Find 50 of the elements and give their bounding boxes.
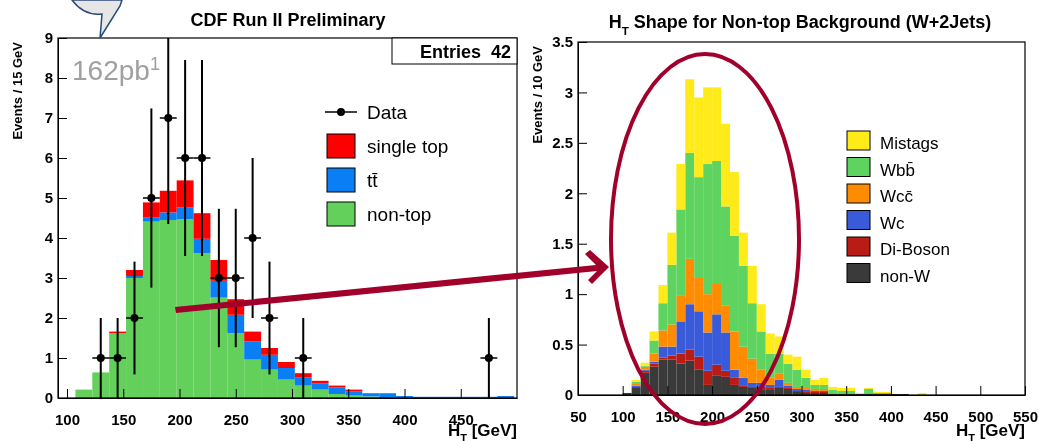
chart-title: H$_{T}$ Shape for Non-top Background (W+2Jets) [608, 12, 992, 37]
legend-label: Wbb̄ [880, 160, 915, 180]
x-tick-label: 550 [1012, 407, 1039, 425]
y-tick-label: 2.5 [552, 134, 573, 152]
y-tick-label: 0 [564, 386, 573, 404]
y-tick-label: 1 [564, 285, 573, 303]
y-tick-label: 5 [44, 189, 53, 207]
x-tick-label: 50 [570, 407, 587, 425]
x-tick-label: 100 [610, 407, 636, 425]
y-axis-title: Events / 10 GeV [530, 45, 545, 144]
y-tick-label: 3 [564, 83, 573, 101]
annotation: 162pb$^{1}$ [72, 54, 160, 86]
x-tick-label: 200 [167, 410, 193, 428]
legend-label: single top [367, 135, 449, 157]
x-tick-label: 400 [878, 407, 904, 425]
x-tick-label: 250 [744, 407, 770, 425]
legend-label: Di-Boson [880, 240, 950, 260]
y-tick-label: 3 [44, 269, 53, 287]
y-tick-label: 7 [44, 109, 53, 127]
x-tick-label: 450 [923, 407, 949, 425]
legend-label: Mistags [880, 134, 939, 154]
y-tick-label: 1 [44, 349, 53, 367]
x-tick-label: 250 [223, 410, 249, 428]
legend-label: non-top [367, 203, 432, 225]
y-axis-title: Events / 15 GeV [10, 41, 25, 140]
legend-label: Data [367, 101, 408, 123]
chart-title: CDF Run II Preliminary [190, 10, 386, 30]
y-tick-label: 2 [44, 309, 53, 327]
x-tick-label: 150 [111, 410, 137, 428]
x-tick-label: 300 [789, 407, 815, 425]
legend-label: Wc [880, 213, 906, 233]
y-tick-label: 4 [44, 229, 54, 247]
annotation: Entries 42 [419, 42, 511, 62]
x-tick-label: 500 [968, 407, 994, 425]
y-tick-label: 0 [44, 389, 53, 407]
legend-label: Wcc̄ [880, 187, 914, 207]
x-tick-label: 350 [834, 407, 860, 425]
legend-label: tt̄ [367, 169, 379, 191]
y-tick-label: 6 [44, 149, 53, 167]
x-tick-label: 400 [392, 410, 418, 428]
y-tick-label: 8 [44, 69, 53, 87]
y-tick-label: 0.5 [552, 335, 573, 353]
x-tick-label: 100 [54, 410, 81, 428]
y-tick-label: 1.5 [552, 235, 573, 253]
y-tick-label: 2 [564, 184, 573, 202]
x-tick-label: 300 [279, 410, 306, 428]
y-tick-label: 9 [44, 29, 53, 47]
legend-label: non-W [880, 266, 931, 286]
y-tick-label: 3.5 [552, 33, 573, 51]
x-tick-label: 350 [336, 410, 362, 428]
